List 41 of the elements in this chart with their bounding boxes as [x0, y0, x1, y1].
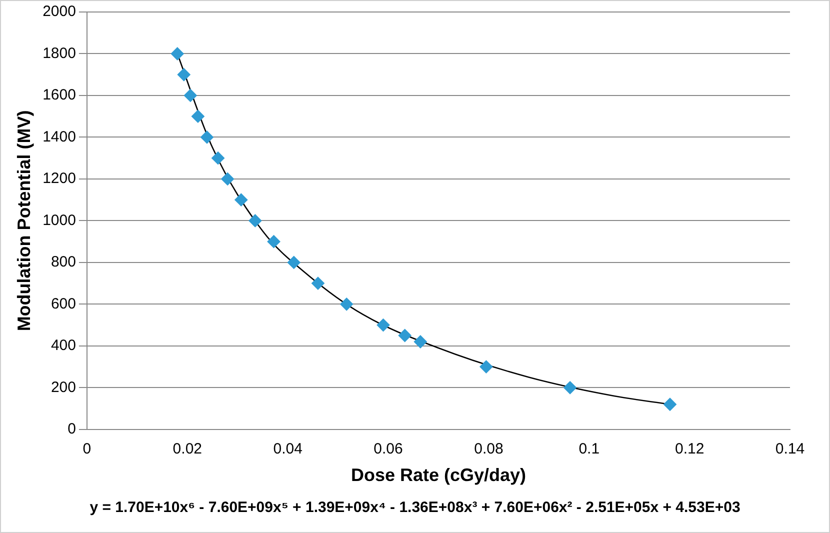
x-tick-label: 0.04 [273, 440, 302, 458]
point [184, 88, 197, 102]
point [191, 110, 204, 123]
point [340, 298, 354, 311]
x-tick-label: 0.06 [374, 440, 403, 458]
y-tick-label: 400 [50, 337, 76, 354]
y-tick-label: 2000 [42, 3, 76, 20]
y-tick-label: 800 [50, 254, 76, 271]
y-tick-label: 0 [68, 420, 76, 438]
y-tick-label: 1600 [42, 86, 76, 104]
x-tick-label: 0.1 [578, 440, 600, 458]
y-tick-label: 600 [50, 295, 76, 312]
y-tick-label: 1400 [42, 128, 76, 146]
point [311, 276, 324, 290]
point [200, 130, 214, 144]
point [398, 328, 412, 342]
x-tick-label: 0.02 [172, 440, 202, 458]
point [221, 172, 234, 186]
point [177, 68, 190, 82]
x-tick-label: 0.08 [474, 440, 504, 458]
x-tick-label: 0 [82, 440, 92, 458]
x-tick-label: 0.14 [775, 440, 805, 458]
y-tick-label: 1200 [42, 170, 76, 188]
point [248, 214, 262, 228]
point [376, 318, 390, 332]
y-tick-label: 200 [50, 378, 76, 396]
y-tick-label: 1800 [42, 44, 76, 62]
y-tick-label: 1000 [42, 212, 76, 229]
text: y = 1.70E+10x⁶ - 7.60E+09x⁵ + 1.39E+09x⁴ - 1.36E+08x³ + 7.60E+06x² - 2.51E+05x + 4.53E+03 [90, 499, 740, 516]
x-axis-title: Dose Rate (cGy/day) [350, 465, 526, 486]
x-tick-label: 0.12 [674, 440, 704, 458]
point [480, 360, 493, 374]
point [267, 235, 280, 248]
y-axis-title: Modulation Potential (MV) [14, 110, 34, 332]
point [234, 193, 248, 206]
point [212, 152, 225, 165]
point [170, 47, 184, 60]
point [663, 398, 676, 411]
point [414, 335, 427, 348]
point [287, 256, 300, 269]
point [564, 381, 577, 394]
